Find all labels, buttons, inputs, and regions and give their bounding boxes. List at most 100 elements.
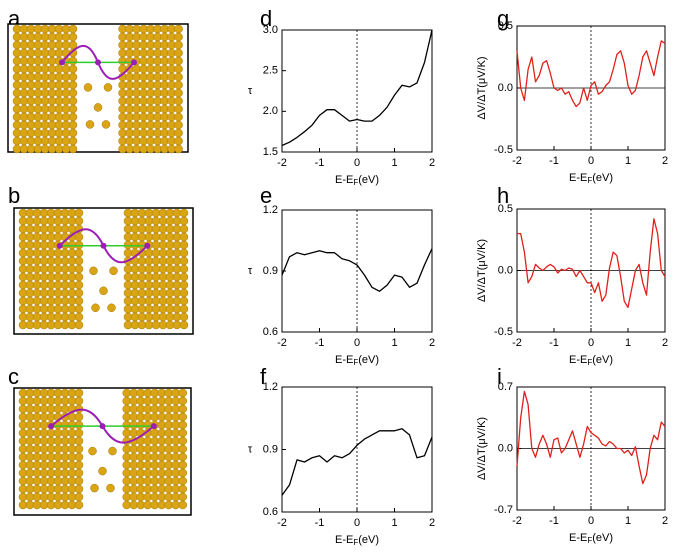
x-axis-label-part: E-E — [335, 534, 353, 546]
wave-point — [59, 59, 65, 66]
atom — [74, 484, 84, 494]
x-tick-label: 1 — [391, 157, 397, 169]
x-tick-label: 2 — [429, 517, 435, 529]
y-tick-label: -0.5 — [494, 326, 513, 338]
x-axis-label-part: F — [353, 358, 358, 367]
structure — [7, 23, 189, 154]
atom — [174, 128, 183, 138]
atom — [74, 264, 84, 274]
atom — [85, 120, 95, 129]
x-tick-label: 1 — [625, 155, 631, 167]
atom — [106, 483, 115, 493]
x-tick-label: -2 — [277, 337, 287, 349]
panel-label: b — [8, 183, 20, 208]
atom — [179, 232, 189, 242]
atom — [174, 136, 183, 146]
atom — [178, 396, 187, 406]
atom — [74, 256, 84, 266]
atom — [179, 312, 189, 322]
x-axis-label-part: F — [353, 178, 358, 187]
x-axis-label-part: F — [353, 538, 358, 547]
x-axis-label: E-EF(eV) — [335, 354, 379, 367]
x-axis-label: E-EF(eV) — [569, 532, 613, 545]
x-axis-label-part: E-E — [335, 174, 353, 186]
x-tick-label: 0 — [588, 337, 594, 349]
atom — [68, 120, 78, 130]
atom — [74, 412, 84, 422]
atom — [74, 272, 84, 282]
atom — [74, 492, 84, 502]
x-tick-label: 0 — [354, 337, 360, 349]
x-tick-label: 2 — [662, 337, 668, 349]
x-tick-label: -1 — [549, 155, 559, 167]
wave-point — [100, 242, 107, 249]
wave-point — [150, 423, 157, 430]
atom — [74, 444, 84, 454]
x-tick-label: -2 — [512, 155, 522, 167]
atom — [179, 248, 189, 258]
wave-point — [99, 423, 106, 430]
y-tick-label: 2.5 — [263, 65, 278, 77]
atom — [74, 296, 84, 306]
atom — [74, 320, 84, 330]
atom — [174, 80, 183, 90]
y-axis-label: ΔV/ΔT(μV/K) — [476, 56, 488, 119]
panel-label: h — [497, 183, 509, 208]
atom — [178, 388, 187, 398]
x-tick-label: 1 — [391, 337, 397, 349]
x-tick-label: 1 — [625, 515, 631, 527]
atom — [179, 320, 189, 330]
y-tick-label: 0.0 — [498, 264, 513, 276]
atom — [109, 266, 118, 276]
atom — [178, 484, 187, 494]
atom — [68, 144, 78, 154]
atom — [178, 428, 187, 438]
atom — [68, 136, 78, 146]
atom — [98, 466, 107, 476]
line-series — [517, 218, 666, 309]
x-axis-label-part: (eV) — [592, 172, 613, 184]
panel-label: c — [8, 364, 19, 389]
y-tick-label: 0.6 — [263, 506, 278, 518]
y-tick-label: 1.5 — [263, 146, 278, 158]
atom — [74, 396, 84, 406]
atom — [174, 104, 183, 114]
atom — [179, 256, 189, 266]
x-tick-label: 0 — [354, 157, 360, 169]
atom — [174, 40, 183, 50]
x-axis-label-part: F — [587, 358, 592, 367]
y-tick-label: 0.9 — [263, 443, 278, 455]
atom — [178, 460, 187, 470]
atom — [179, 280, 189, 290]
atom — [178, 436, 187, 446]
atom — [68, 56, 78, 66]
atom — [74, 312, 84, 322]
atom — [178, 412, 187, 422]
x-axis-label-part: E-E — [335, 354, 353, 366]
x-axis-label: E-EF(eV) — [335, 174, 379, 187]
atom — [83, 83, 93, 92]
panel-label: f — [260, 364, 267, 389]
atom — [179, 296, 189, 306]
y-axis-label: ΔV/ΔT(μV/K) — [476, 417, 488, 480]
atom — [68, 64, 78, 74]
atom — [74, 452, 84, 462]
x-axis-label-part: (eV) — [358, 354, 379, 366]
plot-frame — [281, 386, 433, 513]
atom — [68, 32, 78, 42]
atom — [179, 264, 189, 274]
atom — [74, 248, 84, 258]
atom — [178, 500, 187, 510]
y-axis-label: τ — [248, 265, 253, 277]
atom — [174, 120, 183, 130]
x-axis-label-part: E-E — [569, 172, 587, 184]
atom — [178, 476, 187, 486]
x-tick-label: -1 — [315, 157, 325, 169]
atom — [93, 103, 103, 112]
panel-label: g — [497, 6, 509, 31]
atom — [179, 304, 189, 314]
wave-point — [144, 242, 151, 249]
atom — [178, 452, 187, 462]
x-tick-label: 0 — [588, 515, 594, 527]
structure — [13, 207, 194, 335]
